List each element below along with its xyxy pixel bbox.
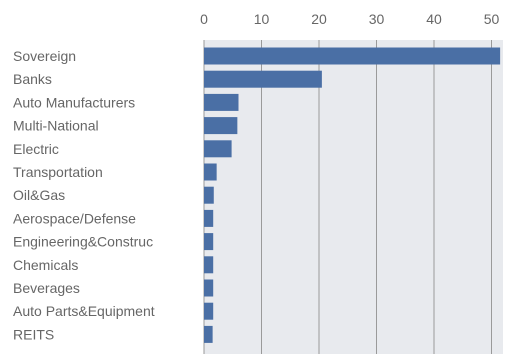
- bar-transportation: [204, 163, 217, 181]
- x-tick-label-0: 0: [200, 11, 208, 27]
- category-label-banks: Banks: [13, 71, 52, 87]
- plot-background: [204, 40, 503, 354]
- bar-banks: [204, 70, 322, 88]
- category-label-auto-manufacturers: Auto Manufacturers: [13, 94, 135, 110]
- bar-auto-manufacturers: [204, 93, 239, 111]
- x-tick-label-30: 30: [369, 11, 385, 27]
- bar-auto-parts-equipment: [204, 302, 214, 320]
- x-tick-label-20: 20: [311, 11, 327, 27]
- category-label-beverages: Beverages: [13, 280, 80, 296]
- bar-chemicals: [204, 256, 214, 274]
- grid-lines: [203, 40, 492, 354]
- category-label-engineering-construc: Engineering&Construc: [13, 234, 153, 250]
- bar-reits: [204, 325, 213, 343]
- category-labels: Sovereign Banks Auto Manufacturers Multi-Na…: [13, 48, 155, 342]
- bar-electric: [204, 140, 232, 158]
- bar-engineering-construc: [204, 233, 214, 251]
- bar-aerospace-defense: [204, 209, 214, 227]
- x-tick-label-10: 10: [254, 11, 270, 27]
- category-label-electric: Electric: [13, 141, 59, 157]
- bar-oil-gas: [204, 186, 214, 204]
- category-label-auto-parts-equipment: Auto Parts&Equipment: [13, 303, 155, 319]
- category-label-multi-national: Multi-National: [13, 118, 99, 134]
- category-label-chemicals: Chemicals: [13, 257, 78, 273]
- bar-multi-national: [204, 117, 238, 135]
- x-tick-labels: 0 10 20 30 40 50: [200, 11, 499, 27]
- bars: [204, 47, 501, 343]
- x-tick-label-50: 50: [484, 11, 500, 27]
- category-label-sovereign: Sovereign: [13, 48, 76, 64]
- category-label-transportation: Transportation: [13, 164, 103, 180]
- category-label-aerospace-defense: Aerospace/Defense: [13, 210, 136, 226]
- bar-sovereign: [204, 47, 501, 65]
- category-label-oil-gas: Oil&Gas: [13, 187, 65, 203]
- category-label-reits: REITS: [13, 326, 54, 342]
- bar-beverages: [204, 279, 214, 297]
- x-tick-label-40: 40: [426, 11, 442, 27]
